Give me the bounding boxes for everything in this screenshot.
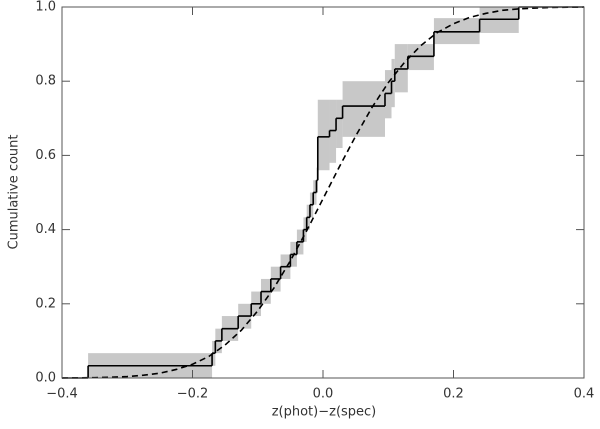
x-tick-label: 0.2: [443, 387, 464, 402]
y-tick-label: 0.0: [35, 371, 56, 386]
x-tick-label: 0.0: [313, 387, 334, 402]
error-band: [391, 58, 395, 108]
x-tick-label: −0.2: [177, 387, 209, 402]
x-axis-label: z(phot)−z(spec): [272, 405, 377, 420]
model-curve: [61, 6, 585, 379]
y-tick-label: 0.4: [35, 222, 56, 237]
y-tick-label: 1.0: [35, 0, 56, 15]
y-tick-label: 0.8: [35, 74, 56, 89]
y-tick-label: 0.2: [35, 296, 56, 311]
y-tick-label: 0.6: [35, 148, 56, 163]
error-band: [317, 99, 330, 171]
x-tick-label: 0.4: [574, 387, 595, 402]
error-band: [342, 81, 385, 137]
error-band: [336, 99, 343, 148]
axes-frame: [61, 6, 585, 379]
y-axis-label: Cumulative count: [7, 134, 22, 249]
x-tick-label: −0.4: [46, 387, 78, 402]
